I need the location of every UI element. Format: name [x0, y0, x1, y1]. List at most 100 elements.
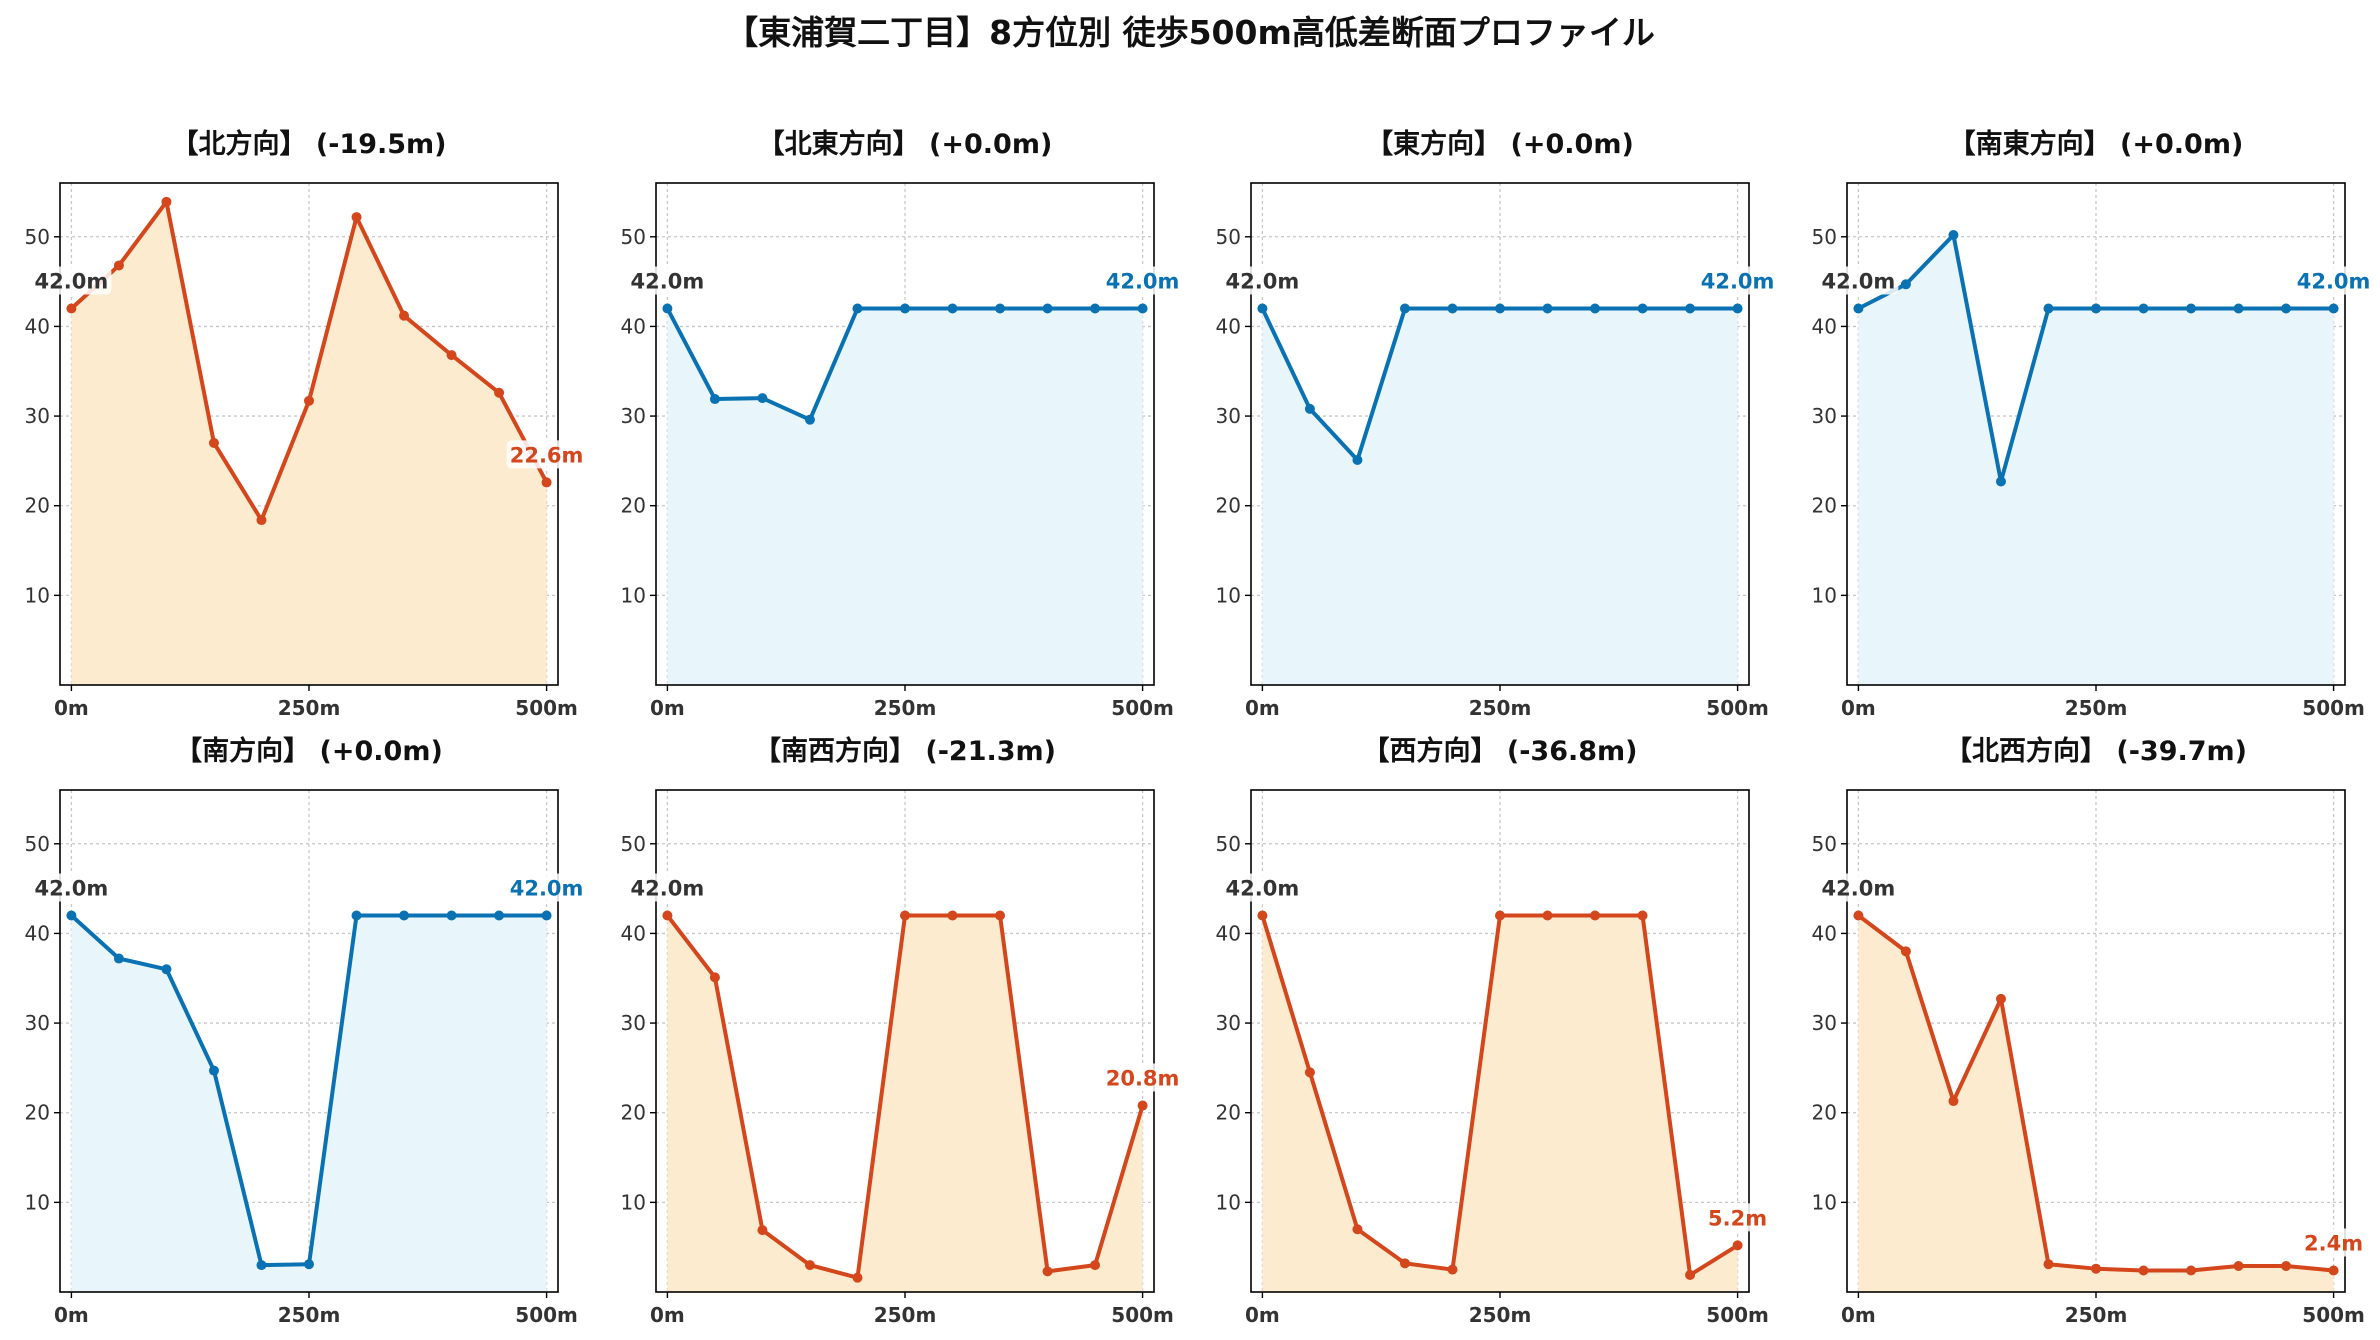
start-label: 42.0m: [1226, 877, 1300, 901]
data-point: [1542, 303, 1553, 314]
data-point: [900, 910, 910, 921]
end-label: 2.4m: [2304, 1231, 2363, 1255]
data-point: [256, 515, 267, 526]
start-label: 42.0m: [1226, 270, 1300, 294]
data-point: [662, 303, 673, 314]
x-tick-label: 500m: [1111, 696, 1174, 720]
y-tick-label: 50: [1812, 225, 1837, 249]
data-point: [2186, 1265, 2197, 1276]
data-point: [2138, 1265, 2149, 1276]
data-point: [804, 414, 815, 425]
data-point: [1590, 910, 1601, 921]
x-tick-label: 0m: [1245, 696, 1280, 720]
y-tick-label: 20: [621, 1101, 646, 1125]
data-point: [1495, 303, 1505, 314]
data-point: [66, 910, 77, 921]
data-point: [256, 1260, 267, 1271]
subplot-title: 【北西方向】 (-39.7m): [1945, 735, 2247, 767]
x-tick-label: 250m: [2065, 696, 2128, 720]
y-tick-label: 40: [621, 314, 646, 338]
data-point: [1853, 303, 1864, 314]
data-point: [1042, 1266, 1053, 1277]
y-tick-label: 10: [1216, 583, 1241, 607]
data-point: [2138, 303, 2149, 314]
start-label-bg: [1818, 266, 1899, 295]
data-point: [1352, 454, 1363, 465]
data-point: [1447, 303, 1458, 314]
data-point: [709, 394, 720, 405]
data-point: [541, 910, 552, 921]
data-point: [541, 477, 552, 488]
data-point: [2233, 1261, 2244, 1272]
data-point: [2281, 303, 2292, 314]
data-point: [1090, 1260, 1101, 1271]
start-label: 42.0m: [631, 877, 705, 901]
start-label: 42.0m: [1822, 270, 1896, 294]
data-point: [1399, 1258, 1410, 1269]
data-point: [852, 1272, 863, 1283]
end-label-bg: [2293, 266, 2374, 295]
data-point: [351, 212, 362, 223]
end-label: 20.8m: [1106, 1067, 1180, 1091]
data-point: [1685, 1269, 1696, 1280]
data-point: [900, 303, 910, 314]
area-fill: [71, 915, 547, 1292]
end-label: 42.0m: [2297, 270, 2371, 294]
data-point: [1304, 403, 1315, 414]
data-point: [113, 953, 124, 964]
data-point: [1137, 1100, 1148, 1111]
y-tick-label: 10: [25, 583, 50, 607]
subplot-title: 【南東方向】 (+0.0m): [1949, 128, 2244, 160]
data-point: [1042, 303, 1053, 314]
y-tick-label: 20: [621, 494, 646, 518]
data-point: [2091, 303, 2101, 314]
y-tick-label: 50: [25, 832, 50, 856]
data-point: [1685, 303, 1696, 314]
x-tick-label: 500m: [1706, 696, 1769, 720]
data-point: [494, 387, 505, 398]
y-tick-label: 10: [621, 1190, 646, 1214]
data-point: [709, 972, 720, 983]
end-label-bg: [1697, 1203, 1778, 1232]
y-tick-label: 10: [1216, 1190, 1241, 1214]
subplot-title: 【西方向】 (-36.8m): [1362, 735, 1637, 767]
data-point: [1447, 1264, 1458, 1275]
start-label-bg: [31, 266, 112, 295]
end-label-bg: [1697, 266, 1778, 295]
data-point: [995, 910, 1006, 921]
subplot-title: 【北方向】 (-19.5m): [171, 128, 446, 160]
data-point: [1257, 303, 1268, 314]
data-point: [66, 303, 77, 314]
data-point: [1900, 279, 1911, 290]
x-tick-label: 250m: [874, 1303, 937, 1327]
start-label-bg: [1818, 873, 1899, 902]
start-label-bg: [627, 873, 708, 902]
x-tick-label: 0m: [1841, 1303, 1876, 1327]
data-point: [1399, 303, 1410, 314]
start-label-bg: [1222, 266, 1303, 295]
x-tick-label: 0m: [54, 1303, 89, 1327]
y-tick-label: 30: [1812, 404, 1837, 428]
y-tick-label: 30: [1216, 1011, 1241, 1035]
data-point: [995, 303, 1006, 314]
data-point: [1732, 1240, 1743, 1251]
y-tick-label: 30: [1812, 1011, 1837, 1035]
y-tick-label: 20: [25, 1101, 50, 1125]
data-point: [1090, 303, 1101, 314]
y-tick-label: 30: [1216, 404, 1241, 428]
y-tick-label: 40: [621, 921, 646, 945]
data-point: [446, 350, 457, 361]
y-tick-label: 30: [621, 1011, 646, 1035]
data-point: [1995, 476, 2006, 487]
y-tick-label: 40: [1216, 314, 1241, 338]
x-tick-label: 500m: [1111, 1303, 1174, 1327]
subplot-title: 【東方向】 (+0.0m): [1366, 128, 1634, 160]
data-point: [1995, 993, 2006, 1004]
y-tick-label: 10: [621, 583, 646, 607]
start-label: 42.0m: [35, 270, 109, 294]
y-tick-label: 40: [1812, 921, 1837, 945]
